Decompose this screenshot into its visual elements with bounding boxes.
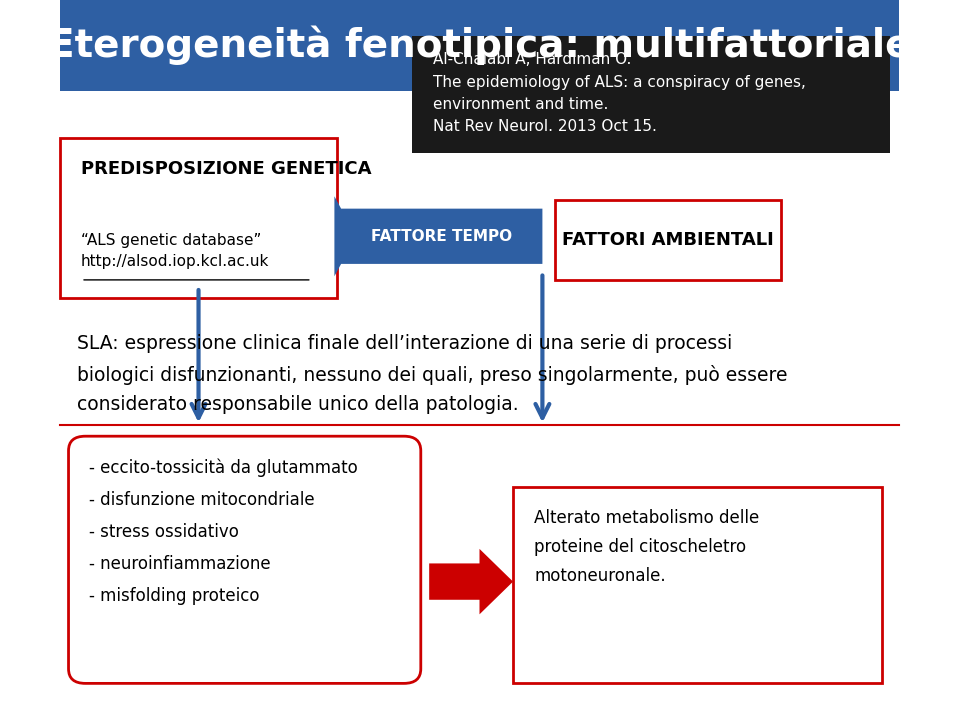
Text: Al-Chalabi A, Hardiman O.
The epidemiology of ALS: a conspiracy of genes,
enviro: Al-Chalabi A, Hardiman O. The epidemiolo… bbox=[433, 52, 807, 134]
FancyBboxPatch shape bbox=[555, 200, 782, 280]
Text: SLA: espressione clinica finale dell’interazione di una serie di processi
biolog: SLA: espressione clinica finale dell’int… bbox=[77, 334, 787, 414]
FancyBboxPatch shape bbox=[68, 436, 421, 683]
Text: - eccito-tossicità da glutammato
- disfunzione mitocondriale
- stress ossidativo: - eccito-tossicità da glutammato - disfu… bbox=[89, 458, 359, 605]
Text: FATTORE TEMPO: FATTORE TEMPO bbox=[371, 229, 512, 244]
Text: PREDISPOSIZIONE GENETICA: PREDISPOSIZIONE GENETICA bbox=[82, 160, 371, 178]
Text: “ALS genetic database”
http://alsod.iop.kcl.ac.uk: “ALS genetic database” http://alsod.iop.… bbox=[82, 233, 269, 269]
FancyBboxPatch shape bbox=[513, 487, 882, 683]
FancyBboxPatch shape bbox=[60, 138, 337, 298]
Text: FATTORI AMBIENTALI: FATTORI AMBIENTALI bbox=[562, 231, 774, 249]
Polygon shape bbox=[430, 549, 513, 614]
FancyBboxPatch shape bbox=[412, 36, 891, 153]
Text: Alterato metabolismo delle
proteine del citoscheletro
motoneuronale.: Alterato metabolismo delle proteine del … bbox=[534, 509, 760, 585]
FancyBboxPatch shape bbox=[60, 0, 899, 91]
Polygon shape bbox=[335, 196, 543, 276]
Text: Eterogeneità fenotipica: multifattoriale: Eterogeneità fenotipica: multifattoriale bbox=[48, 25, 911, 65]
